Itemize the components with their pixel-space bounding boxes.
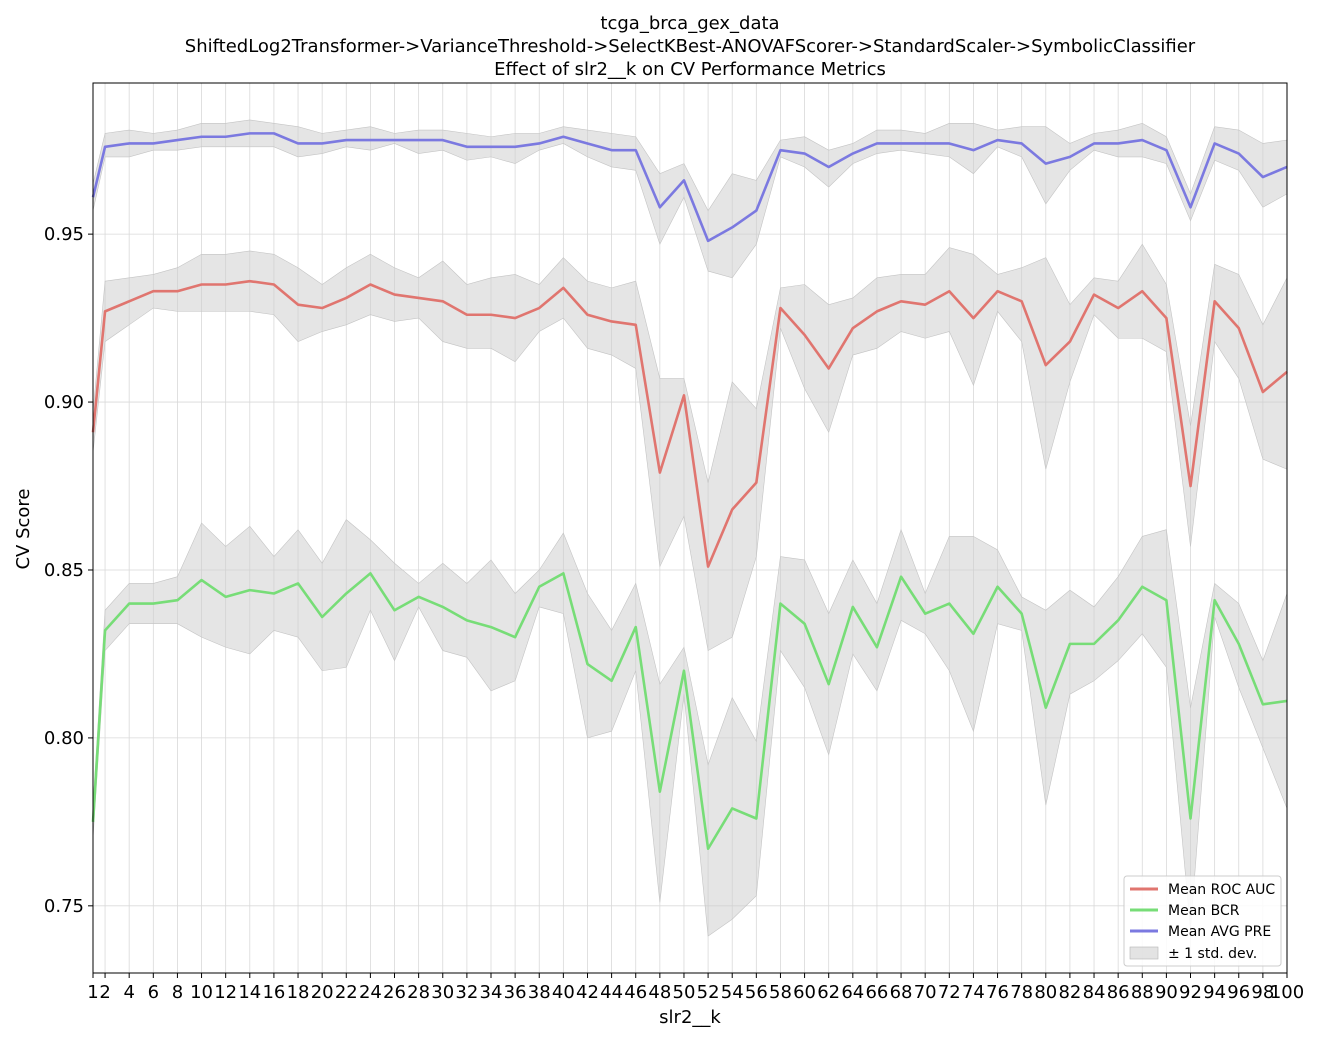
x-tick-label-14: 14 (238, 982, 261, 1003)
x-tick-label-76: 76 (986, 982, 1009, 1003)
y-axis-ticks: 0.75 0.80 0.85 0.90 0.95 (44, 224, 93, 917)
x-tick-label-26: 26 (383, 982, 406, 1003)
x-tick-label-62: 62 (817, 982, 840, 1003)
x-tick-label-64: 64 (841, 982, 864, 1003)
x-tick-label-10: 10 (190, 982, 213, 1003)
legend-label-bcr: Mean BCR (1168, 903, 1240, 919)
plot-frame (92, 82, 1288, 974)
x-tick-label-46: 46 (624, 982, 647, 1003)
chart-title-dataset: tcga_brca_gex_data (600, 13, 779, 34)
y-tick-label-0.95: 0.95 (44, 224, 84, 245)
x-tick-label-66: 66 (865, 982, 888, 1003)
x-tick-label-12: 12 (214, 982, 237, 1003)
x-tick-label-68: 68 (890, 982, 913, 1003)
x-tick-label-56: 56 (745, 982, 768, 1003)
series-line-1 (91, 572, 1288, 851)
x-tick-label-48: 48 (648, 982, 671, 1003)
x-tick-label-92: 92 (1179, 982, 1202, 1003)
legend-label-std-band: ± 1 std. dev. (1168, 946, 1257, 962)
series-line-2 (91, 132, 1288, 243)
x-tick-label-24: 24 (359, 982, 382, 1003)
x-tick-label-96: 96 (1227, 982, 1250, 1003)
x-tick-label-54: 54 (721, 982, 744, 1003)
x-tick-label-58: 58 (769, 982, 792, 1003)
x-tick-label-44: 44 (600, 982, 623, 1003)
chart-title-subtitle: Effect of slr2__k on CV Performance Metr… (494, 59, 886, 80)
x-tick-label-84: 84 (1083, 982, 1106, 1003)
x-tick-label-42: 42 (576, 982, 599, 1003)
x-tick-label-34: 34 (480, 982, 503, 1003)
legend: Mean ROC AUC Mean BCR Mean AVG PRE ± 1 s… (1123, 875, 1282, 967)
x-tick-label-22: 22 (335, 982, 358, 1003)
x-tick-label-6: 6 (148, 982, 159, 1003)
chart-title-pipeline: ShiftedLog2Transformer->VarianceThreshol… (185, 36, 1196, 57)
x-tick-label-98: 98 (1251, 982, 1274, 1003)
x-tick-label-38: 38 (528, 982, 551, 1003)
x-tick-label-2: 2 (99, 982, 110, 1003)
y-tick-label-0.90: 0.90 (44, 392, 84, 413)
x-tick-label-86: 86 (1107, 982, 1130, 1003)
x-tick-label-32: 32 (455, 982, 478, 1003)
std-dev-bands (92, 119, 1288, 937)
x-tick-label-1: 1 (87, 982, 98, 1003)
x-tick-label-4: 4 (123, 982, 134, 1003)
x-tick-label-18: 18 (287, 982, 310, 1003)
x-tick-label-28: 28 (407, 982, 430, 1003)
x-tick-label-36: 36 (504, 982, 527, 1003)
series-line-0 (91, 279, 1288, 568)
x-tick-label-80: 80 (1034, 982, 1057, 1003)
x-tick-label-30: 30 (431, 982, 454, 1003)
x-tick-label-94: 94 (1203, 982, 1226, 1003)
x-tick-label-16: 16 (262, 982, 285, 1003)
x-axis-label: slr2__k (659, 1007, 721, 1028)
y-tick-label-0.75: 0.75 (44, 896, 84, 917)
x-tick-label-74: 74 (962, 982, 985, 1003)
series-lines (91, 132, 1288, 851)
x-tick-label-100: 100 (1270, 982, 1304, 1003)
legend-label-roc-auc: Mean ROC AUC (1168, 882, 1275, 898)
x-tick-label-90: 90 (1155, 982, 1178, 1003)
x-tick-label-82: 82 (1058, 982, 1081, 1003)
legend-box (1123, 875, 1282, 967)
x-tick-label-70: 70 (914, 982, 937, 1003)
x-tick-label-78: 78 (1010, 982, 1033, 1003)
x-tick-label-40: 40 (552, 982, 575, 1003)
y-tick-label-0.80: 0.80 (44, 728, 84, 749)
legend-label-avg-pre: Mean AVG PRE (1168, 924, 1271, 940)
std-band-series-1 (92, 519, 1288, 937)
x-tick-label-20: 20 (311, 982, 334, 1003)
x-tick-label-52: 52 (697, 982, 720, 1003)
x-tick-label-8: 8 (172, 982, 183, 1003)
x-tick-label-88: 88 (1131, 982, 1154, 1003)
y-axis-label: CV Score (13, 488, 34, 569)
legend-swatch-std-band (1129, 946, 1159, 960)
y-tick-label-0.85: 0.85 (44, 560, 84, 581)
x-tick-label-60: 60 (793, 982, 816, 1003)
x-tick-label-72: 72 (938, 982, 961, 1003)
x-axis-ticks: 1 2 4 6 8 10 12 14 16 18 20 22 24 26 28 30 32 34 36 38 40 42 4… (87, 973, 1304, 1003)
x-tick-label-50: 50 (673, 982, 696, 1003)
